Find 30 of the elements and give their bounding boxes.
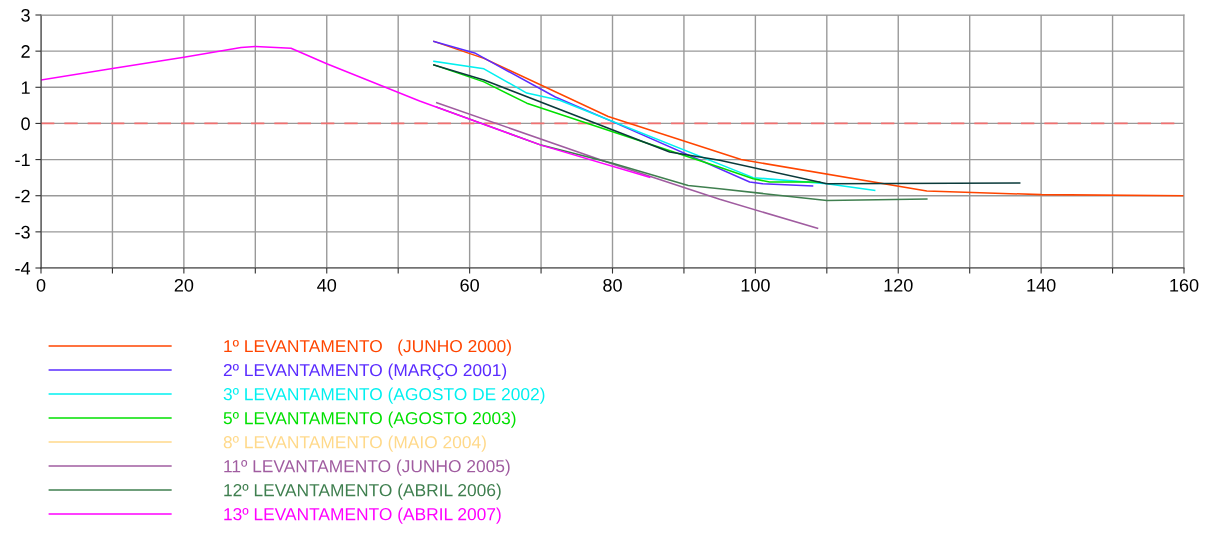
text: 1º LEVANTAMENTO (JUNHO 2000) xyxy=(224,339,511,356)
x-tick-label: 20 xyxy=(174,278,194,292)
line-series xyxy=(433,40,814,187)
line-series xyxy=(41,45,651,179)
y-tick-label: -4 xyxy=(15,262,31,275)
line-series xyxy=(435,102,819,230)
y-tick-label: -3 xyxy=(15,225,30,239)
x-tick-label: 60 xyxy=(460,278,479,292)
text: 13º LEVANTAMENTO (ABRIL 2007) xyxy=(224,507,501,524)
y-tick-label: -2 xyxy=(15,189,30,203)
text: 12º LEVANTAMENTO (ABRIL 2006) xyxy=(224,483,501,500)
y-tick-label: -1 xyxy=(15,153,30,167)
line-series xyxy=(433,64,1021,185)
x-tick-label: 140 xyxy=(1027,278,1056,292)
x-tick-label: 0 xyxy=(36,278,46,292)
x-tick-label: 40 xyxy=(317,278,337,292)
y-tick-label: 2 xyxy=(21,45,30,58)
y-tick-label: 1 xyxy=(21,81,30,94)
text: 3º LEVANTAMENTO (AGOSTO DE 2002) xyxy=(223,387,545,404)
text: 11º LEVANTAMENTO (JUNHO 2005) xyxy=(224,459,510,476)
text: 2º LEVANTAMENTO (MARÇO 2001) xyxy=(223,363,507,380)
y-tick-label: 3 xyxy=(21,8,30,22)
x-tick-label: 100 xyxy=(741,278,770,292)
x-tick-label: 80 xyxy=(603,278,622,292)
line-series xyxy=(433,60,876,192)
legend-label: 8º LEVANTAMENTO (MAIO 2004) xyxy=(223,435,486,452)
x-tick-label: 120 xyxy=(884,278,913,292)
x-tick-label: 160 xyxy=(1170,278,1199,292)
text: 5º LEVANTAMENTO (AGOSTO 2003) xyxy=(223,411,516,428)
y-tick-label: 0 xyxy=(21,117,30,131)
